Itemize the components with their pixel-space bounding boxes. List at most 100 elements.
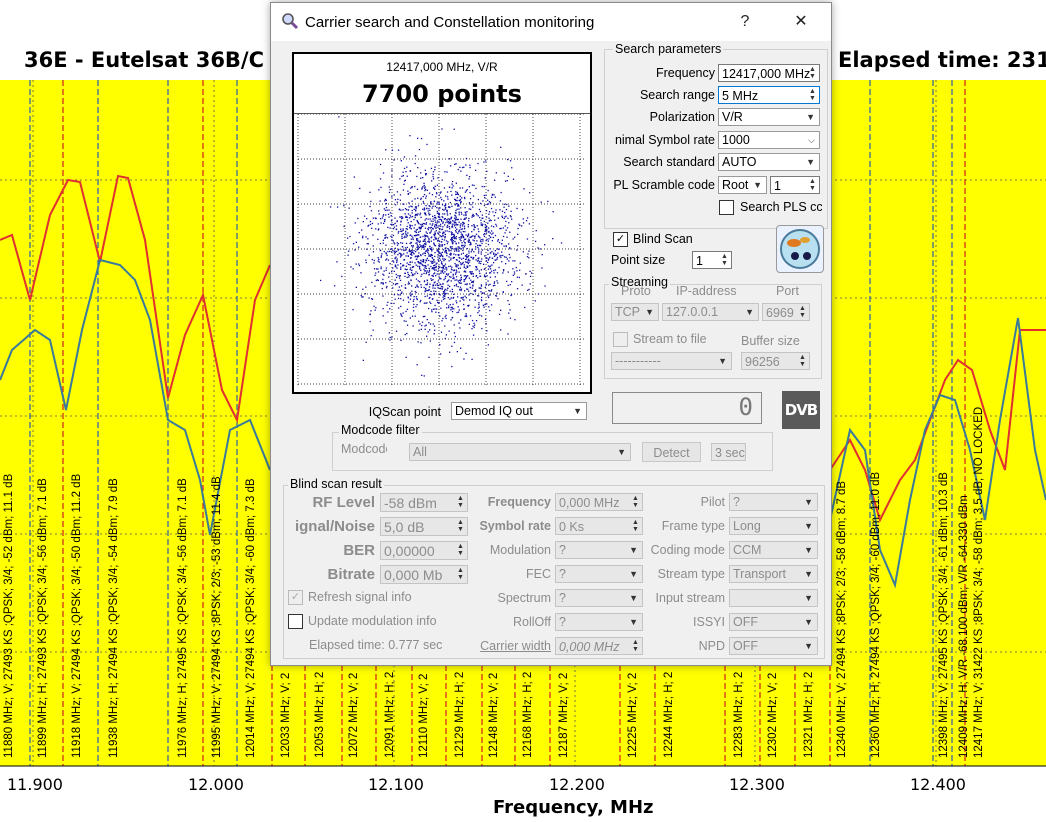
constellation-point	[475, 266, 477, 268]
constellation-point	[463, 264, 465, 266]
constellation-point	[438, 260, 440, 262]
constellation-point	[429, 329, 431, 331]
constellation-point	[396, 276, 398, 279]
constellation-point	[416, 213, 418, 216]
constellation-point	[488, 284, 490, 286]
help-button[interactable]: ?	[740, 13, 750, 30]
constellation-point	[504, 232, 506, 234]
constellation-point	[508, 222, 510, 224]
ip-address-select[interactable]: 127.0.0.1 ▼	[662, 303, 759, 321]
search-pls-checkbox[interactable]	[719, 200, 734, 215]
blind-scan-checkbox[interactable]: ✓	[613, 232, 628, 247]
stream-to-file-checkbox[interactable]	[613, 332, 628, 347]
constellation-point	[444, 213, 446, 215]
constellation-point	[435, 223, 437, 225]
update-modulation-checkbox[interactable]	[288, 614, 303, 629]
buffer-size-spin-icon[interactable]: ▲ ▼	[799, 354, 806, 368]
point-size-spin-icon[interactable]: ▲ ▼	[721, 253, 728, 267]
iqscan-select[interactable]: Demod IQ out ▼	[451, 402, 587, 420]
constellation-point	[450, 276, 452, 278]
constellation-point	[343, 225, 345, 227]
constellation-point	[455, 269, 458, 271]
modcode-seconds-input[interactable]: 3 sec	[711, 443, 746, 461]
constellation-point	[415, 271, 417, 273]
constellation-point	[465, 217, 467, 219]
constellation-point	[428, 241, 430, 243]
constellation-point	[473, 228, 475, 230]
detect-button[interactable]: Detect	[642, 442, 701, 462]
constellation-point	[475, 243, 477, 245]
constellation-point	[412, 252, 414, 254]
polarization-select[interactable]: V/R ▼	[718, 108, 820, 126]
constellation-point	[445, 273, 448, 275]
modulation-select[interactable]: ? ▼	[555, 541, 643, 559]
carrier-label: 11899 MHz; H; 27493 KS ;QPSK; 3/4; -56 d…	[37, 478, 49, 758]
dialog-titlebar[interactable]: Carrier search and Constellation monitor…	[271, 3, 831, 41]
constellation-point	[432, 218, 434, 220]
constellation-point	[455, 300, 457, 302]
constellation-point	[485, 229, 487, 231]
npd-select[interactable]: OFF ▼	[729, 637, 818, 655]
constellation-point	[494, 219, 496, 221]
constellation-point	[411, 212, 413, 214]
close-button[interactable]: ✕	[794, 13, 808, 30]
constellation-point	[431, 180, 433, 182]
constellation-point	[455, 259, 458, 261]
constellation-point	[478, 208, 481, 211]
streaming-title: Streaming	[609, 275, 670, 289]
constellation-point	[469, 259, 471, 262]
constellation-point	[410, 238, 412, 240]
constellation-point	[444, 218, 446, 220]
min-symbol-rate-select[interactable]: 1000 ⌵	[718, 131, 820, 149]
constellation-point	[464, 270, 466, 272]
constellation-point	[434, 185, 436, 187]
rolloff-select[interactable]: ? ▼	[555, 613, 643, 631]
constellation-point	[415, 231, 417, 233]
constellation-point	[428, 239, 430, 241]
constellation-point	[462, 247, 464, 249]
modcode-select[interactable]: All ▼	[409, 443, 631, 461]
pl-scramble-mode-select[interactable]: Root ▼	[718, 176, 767, 194]
constellation-point	[456, 191, 458, 194]
pilot-select[interactable]: ? ▼	[729, 493, 818, 511]
proto-select[interactable]: TCP ▼	[611, 303, 659, 321]
constellation-point	[371, 298, 374, 300]
pl-scramble-spin-icon[interactable]: ▲ ▼	[809, 178, 816, 192]
frequency-input[interactable]: 12417,000 MHz ▲ ▼	[718, 64, 820, 82]
bitrate-field: 0,000 Mb ▲ ▼	[380, 565, 468, 584]
pl-scramble-code-input[interactable]: 1 ▲ ▼	[770, 176, 820, 194]
constellation-point	[394, 264, 396, 266]
constellation-point	[423, 207, 426, 209]
frame-type-select[interactable]: Long ▼	[729, 517, 818, 535]
spectrum-select[interactable]: ? ▼	[555, 589, 643, 607]
port-spin-icon[interactable]: ▲ ▼	[799, 305, 806, 319]
issyi-select[interactable]: OFF ▼	[729, 613, 818, 631]
point-size-input[interactable]: 1 ▲ ▼	[692, 251, 732, 269]
constellation-point	[416, 240, 418, 242]
constellation-point	[416, 188, 419, 190]
search-standard-select[interactable]: AUTO ▼	[718, 153, 820, 171]
constellation-point	[489, 236, 492, 238]
constellation-point	[461, 262, 464, 265]
buffer-size-input[interactable]: 96256 ▲ ▼	[741, 352, 810, 370]
frequency-spin-icon[interactable]: ▲ ▼	[809, 66, 816, 80]
constellation-point	[454, 240, 456, 243]
constellation-point	[416, 284, 418, 286]
search-range-spin-icon[interactable]: ▲ ▼	[809, 88, 816, 102]
x-axis-tick-label: 12.300	[729, 775, 785, 794]
stream-type-select[interactable]: Transport ▼	[729, 565, 818, 583]
constellation-point	[487, 280, 489, 282]
search-range-input[interactable]: 5 MHz ▲ ▼	[718, 86, 820, 104]
refresh-signal-checkbox[interactable]: ✓	[288, 590, 303, 605]
stream-file-select[interactable]: ----------- ▼	[611, 352, 732, 370]
constellation-point	[444, 297, 446, 300]
port-input[interactable]: 6969 ▲ ▼	[762, 303, 810, 321]
constellation-point	[428, 226, 430, 229]
constellation-point	[487, 253, 489, 255]
app-logo	[776, 225, 824, 273]
constellation-point	[329, 206, 332, 208]
coding-mode-select[interactable]: CCM ▼	[729, 541, 818, 559]
constellation-point	[424, 270, 426, 272]
input-stream-select[interactable]: ▼	[729, 589, 818, 607]
fec-select[interactable]: ? ▼	[555, 565, 643, 583]
